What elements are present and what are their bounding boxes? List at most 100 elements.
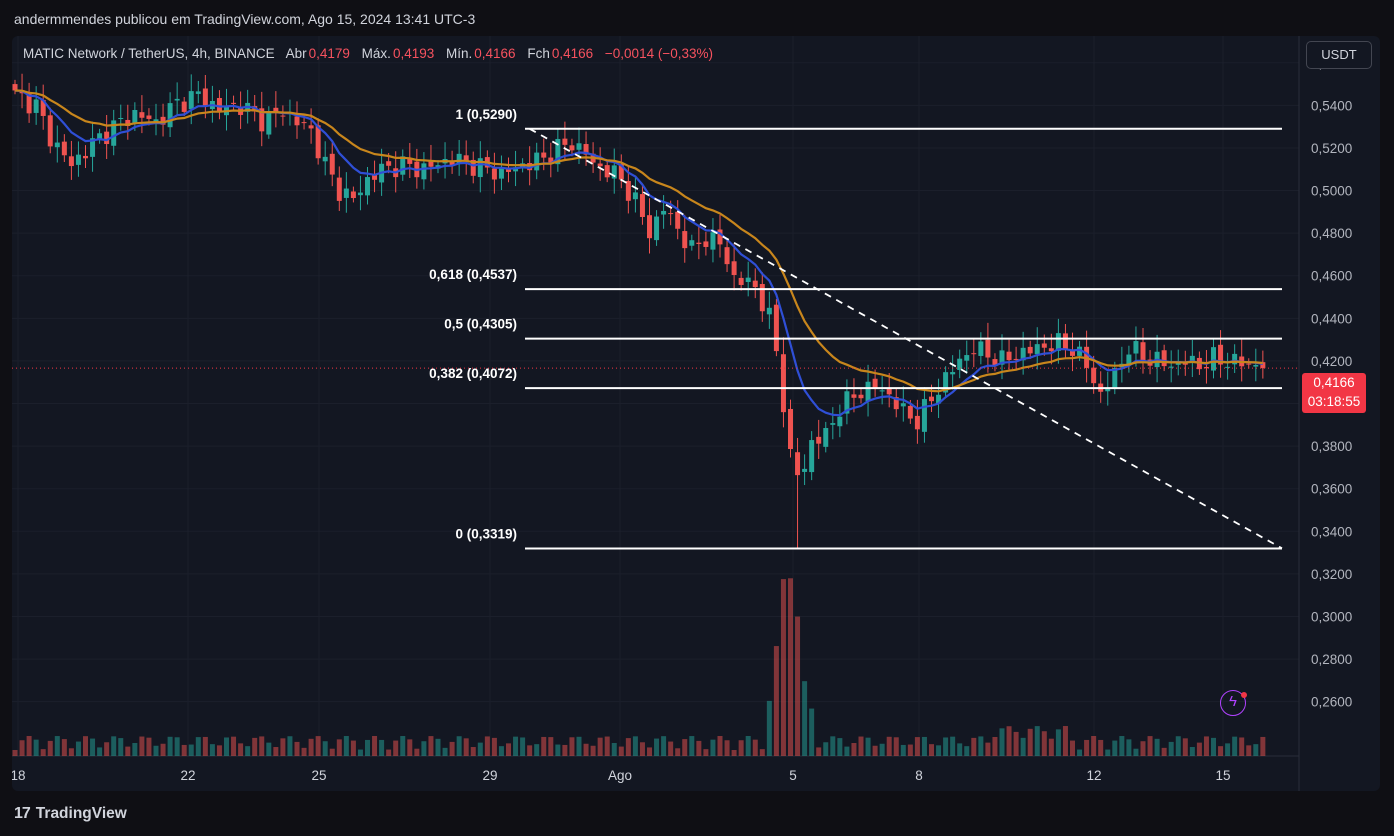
volume-bar: [315, 736, 321, 756]
volume-bar: [1253, 744, 1259, 756]
volume-bar: [1239, 737, 1245, 756]
price-chart[interactable]: 0,56000,54000,52000,50000,48000,46000,44…: [12, 36, 1380, 791]
candle-body: [174, 98, 180, 101]
candle-body: [322, 156, 328, 162]
volume-bar: [527, 745, 533, 756]
volume-bar: [632, 736, 638, 756]
candle-body: [336, 177, 342, 201]
volume-bar: [921, 736, 927, 756]
candle-body: [1168, 366, 1174, 368]
last-price: 0,4166: [1313, 375, 1355, 390]
currency-unit-button[interactable]: USDT: [1306, 41, 1372, 69]
volume-bar: [167, 736, 173, 756]
volume-bar: [400, 736, 406, 756]
volume-bar: [625, 738, 631, 756]
volume-bar: [731, 749, 737, 756]
candle-body: [710, 232, 716, 250]
volume-bar: [75, 741, 81, 756]
candle-body: [132, 109, 138, 124]
top-bar: andermmendes publicou em TradingView.com…: [0, 0, 1394, 36]
candle-body: [1232, 353, 1238, 365]
candle-body: [54, 142, 60, 148]
y-tick-label: 0,3000: [1311, 609, 1352, 624]
candle-body: [160, 116, 166, 125]
volume-bar: [597, 737, 603, 756]
candle-body: [1070, 349, 1075, 356]
volume-bar: [322, 741, 328, 756]
candle-body: [893, 397, 899, 410]
volume-bar: [456, 736, 462, 756]
y-tick-label: 0,3200: [1311, 567, 1352, 582]
candle-body: [731, 261, 737, 276]
x-tick-label: 29: [482, 768, 497, 783]
volume-bar: [780, 579, 786, 756]
volume-bar: [83, 736, 88, 756]
high-label: Máx.: [361, 46, 391, 61]
notification-dot: [1241, 692, 1247, 698]
high-value: 0,4193: [392, 46, 435, 61]
volume-bar: [999, 728, 1005, 756]
publish-credit: andermmendes publicou em TradingView.com…: [14, 11, 476, 27]
candle-body: [12, 84, 18, 91]
candle-body: [33, 99, 39, 113]
x-tick-label: 8: [915, 768, 923, 783]
candle-body: [576, 143, 582, 150]
candle-body: [1006, 351, 1012, 361]
candle-body: [1062, 333, 1068, 350]
volume-bar: [19, 740, 25, 756]
y-tick-label: 0,3600: [1311, 482, 1352, 497]
candle-body: [816, 436, 822, 444]
volume-bar: [1154, 738, 1160, 756]
volume-bar: [661, 736, 667, 756]
candle-body: [759, 284, 765, 312]
volume-bar: [1048, 738, 1054, 756]
y-tick-label: 0,3400: [1311, 524, 1352, 539]
candle-body: [167, 103, 173, 128]
y-tick-label: 0,3800: [1311, 439, 1352, 454]
volume-bar: [1175, 736, 1181, 756]
candle-body: [752, 280, 758, 288]
low-label: Mín.: [446, 46, 473, 61]
dashed-trendline: [529, 128, 1283, 550]
volume-bar: [12, 750, 18, 756]
volume-bar: [195, 737, 201, 756]
tradingview-logo[interactable]: 17 TradingView: [14, 803, 127, 825]
candle-body: [118, 118, 124, 120]
candle-body: [400, 156, 406, 175]
volume-bar: [1020, 737, 1026, 756]
symbol-title[interactable]: MATIC Network / TetherUS, 4h, BINANCE: [23, 46, 275, 61]
candle-body: [583, 144, 589, 155]
volume-bar: [555, 744, 561, 756]
lightning-icon[interactable]: ϟ: [1220, 690, 1246, 716]
volume-bar: [717, 736, 723, 756]
volume-bar: [61, 739, 67, 756]
candle-body: [541, 152, 547, 158]
candle-body: [498, 168, 504, 179]
candle-body: [365, 177, 370, 196]
volume-bar: [301, 747, 307, 756]
tv-brand-name: TradingView: [35, 805, 127, 822]
candle-body: [978, 341, 984, 356]
candle-body: [689, 240, 695, 246]
volume-bar: [886, 736, 892, 756]
chart-panel[interactable]: MATIC Network / TetherUS, 4h, BINANCE Ab…: [12, 36, 1380, 791]
candle-body: [632, 192, 638, 200]
candle-body: [75, 154, 81, 165]
candle-body: [372, 174, 378, 180]
y-tick-label: 0,5400: [1311, 98, 1352, 113]
volume-bar: [858, 736, 864, 756]
volume-bar: [379, 739, 385, 756]
candle-body: [999, 350, 1005, 365]
x-tick-label: 12: [1086, 768, 1101, 783]
low-value: 0,4166: [474, 46, 516, 61]
candle-body: [957, 358, 963, 370]
candle-body: [555, 138, 561, 165]
volume-bar: [830, 736, 836, 756]
candle-body: [1140, 342, 1146, 361]
volume-bar: [1119, 736, 1125, 756]
bar-countdown: 03:18:55: [1307, 394, 1361, 409]
volume-bar: [520, 737, 526, 756]
volume-bar: [837, 738, 843, 756]
volume-bar: [1189, 747, 1195, 756]
volume-bar: [40, 749, 46, 756]
